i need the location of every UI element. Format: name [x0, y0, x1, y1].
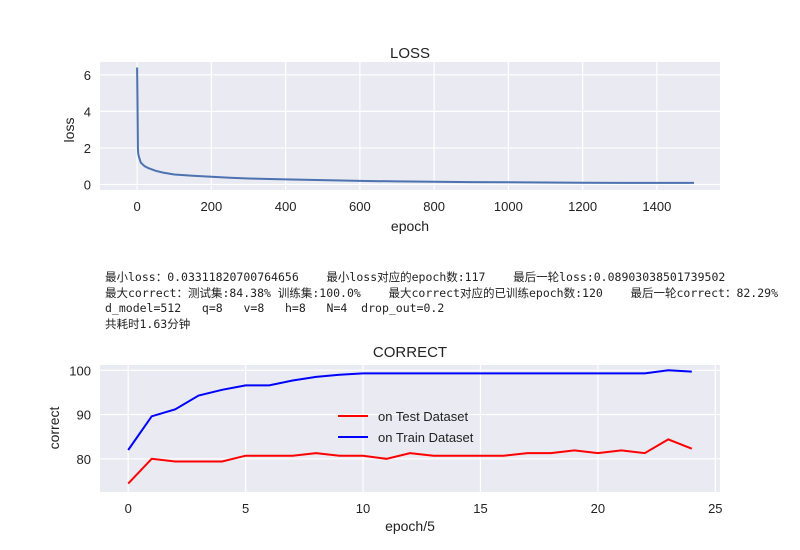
correct-y-tick-labels: 80 90 100: [69, 363, 91, 467]
x-tick-label: 10: [356, 501, 370, 516]
loss-chart: 0 200 400 600 800 1000 1200 1400 0 2 4 6 LOSS epoc…: [61, 45, 720, 234]
y-tick-label: 100: [69, 363, 91, 378]
correct-y-axis-label: correct: [46, 407, 62, 450]
x-tick-label: 400: [275, 199, 297, 214]
legend-train-label: on Train Dataset: [378, 430, 474, 445]
loss-y-axis-label: loss: [61, 118, 77, 143]
x-tick-label: 20: [591, 501, 605, 516]
train-dataset-series-line: [127, 369, 692, 451]
correct-legend: on Test Dataset on Train Dataset: [338, 409, 474, 445]
y-tick-label: 0: [84, 178, 91, 193]
loss-y-tick-labels: 0 2 4 6: [84, 68, 91, 193]
y-tick-label: 2: [84, 141, 91, 156]
x-tick-label: 15: [473, 501, 487, 516]
correct-plot-area: [100, 365, 720, 492]
y-tick-label: 80: [77, 452, 91, 467]
x-tick-label: 1400: [642, 199, 671, 214]
correct-chart-title: CORRECT: [373, 344, 447, 361]
x-tick-label: 200: [201, 199, 223, 214]
summary-line-hyperparams: d_model=512 q=8 v=8 h=8 N=4 drop_out=0.2: [105, 301, 445, 315]
loss-series-line: [136, 67, 694, 184]
x-tick-label: 0: [134, 199, 141, 214]
loss-gridlines: [100, 62, 720, 190]
legend-test-label: on Test Dataset: [378, 409, 468, 424]
x-tick-label: 1000: [494, 199, 523, 214]
x-tick-label: 1200: [568, 199, 597, 214]
loss-chart-title: LOSS: [390, 45, 430, 62]
y-tick-label: 90: [77, 408, 91, 423]
x-tick-label: 800: [423, 199, 445, 214]
summary-line-time: 共耗时1.63分钟: [105, 317, 191, 331]
y-tick-label: 6: [84, 68, 91, 83]
y-tick-label: 4: [84, 104, 91, 119]
x-tick-label: 5: [242, 501, 249, 516]
x-tick-label: 25: [708, 501, 722, 516]
x-tick-label: 600: [349, 199, 371, 214]
correct-gridlines: [100, 365, 720, 492]
loss-x-tick-labels: 0 200 400 600 800 1000 1200 1400: [134, 199, 672, 214]
x-tick-label: 0: [125, 501, 132, 516]
correct-x-tick-labels: 0 5 10 15 20 25: [125, 501, 723, 516]
correct-chart: 0 5 10 15 20 25 80 90 100 CORRECT epoch/5 corre…: [46, 344, 723, 534]
loss-x-axis-label: epoch: [391, 218, 429, 234]
loss-plot-area: [100, 62, 720, 190]
test-dataset-series-line: [127, 438, 693, 485]
summary-line-correct: 最大correct：测试集:84.38% 训练集:100.0% 最大correc…: [105, 286, 778, 300]
correct-x-axis-label: epoch/5: [385, 518, 435, 534]
summary-line-loss: 最小loss：0.03311820700764656 最小loss对应的epoc…: [105, 270, 726, 284]
